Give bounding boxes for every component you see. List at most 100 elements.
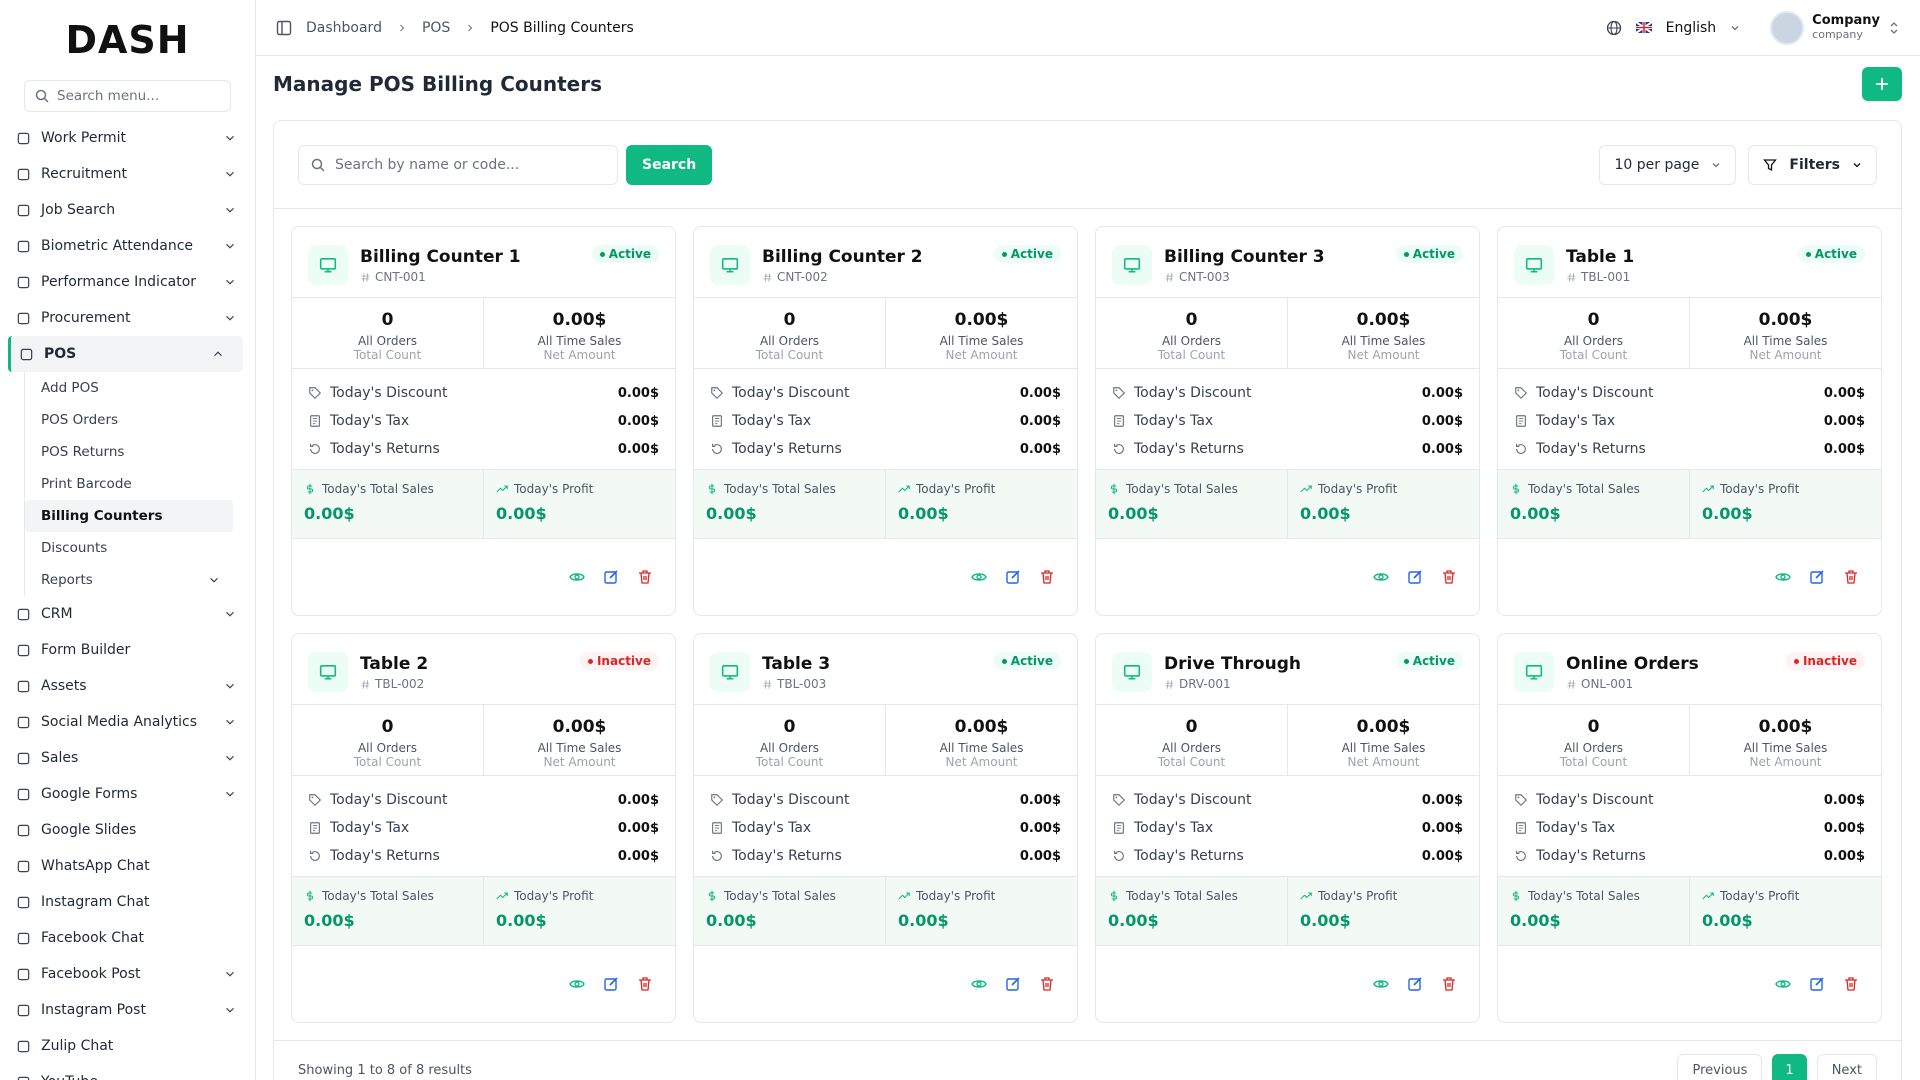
menu-item[interactable]: Social Media Analytics: [0, 704, 255, 740]
menu-item[interactable]: YouTube: [0, 1064, 255, 1080]
menu-item[interactable]: Form Builder: [0, 632, 255, 668]
totals: Today's Total Sales 0.00$ Today's Profit 0.…: [1498, 876, 1881, 946]
menu-item[interactable]: Assets: [0, 668, 255, 704]
menu-item[interactable]: Zulip Chat: [0, 1028, 255, 1064]
breadcrumb-item[interactable]: POS: [421, 19, 451, 36]
menu: Work Permit Recruitment Job Search Biometri…: [0, 120, 255, 1080]
menu-search[interactable]: Search menu...: [24, 80, 231, 112]
edit-button[interactable]: [603, 976, 619, 992]
menu-item[interactable]: Instagram Post: [0, 992, 255, 1028]
row-value: 0.00$: [1823, 441, 1865, 457]
stats: 0 All Orders Total Count 0.00$ All Time Sale…: [292, 704, 675, 776]
counter-card: Online Orders ONL-001 Inactive 0 All Orders T…: [1497, 633, 1882, 1023]
edit-button[interactable]: [1809, 976, 1825, 992]
row-value: 0.00$: [617, 792, 659, 808]
totals: Today's Total Sales 0.00$ Today's Profit 0.…: [694, 876, 1077, 946]
counter-card: Table 3 TBL-003 Active 0 All Orders Total Cou…: [693, 633, 1078, 1023]
row-value: 0.00$: [617, 848, 659, 864]
view-button[interactable]: [1373, 976, 1389, 992]
submenu-item[interactable]: Discounts: [25, 532, 245, 564]
delete-button[interactable]: [1843, 976, 1859, 992]
menu-item[interactable]: Recruitment: [0, 156, 255, 192]
language[interactable]: English: [1665, 19, 1717, 36]
edit-button[interactable]: [1005, 976, 1021, 992]
stat-sub: Net Amount: [1749, 755, 1822, 769]
stat-sub: Total Count: [353, 348, 422, 362]
delete-button[interactable]: [1039, 976, 1055, 992]
submenu-item[interactable]: Add POS: [25, 372, 245, 404]
view-button[interactable]: [971, 569, 987, 585]
previous[interactable]: Previous: [1677, 1053, 1763, 1080]
menu-item[interactable]: CRM: [0, 596, 255, 632]
stat: 0 All Orders Total Count: [1498, 298, 1689, 368]
edit-button[interactable]: [1005, 569, 1021, 585]
row-label: Today's Discount: [1536, 385, 1654, 401]
menu-item[interactable]: Sales: [0, 740, 255, 776]
delete-button[interactable]: [637, 569, 653, 585]
actions: [1096, 946, 1479, 1022]
submenu-item[interactable]: Reports: [25, 564, 245, 596]
status-dot: [587, 658, 593, 664]
total-value: 0.00$: [1108, 911, 1159, 930]
submenu-item[interactable]: Print Barcode: [25, 468, 245, 500]
view-button[interactable]: [1775, 976, 1791, 992]
submenu-item[interactable]: POS Returns: [25, 436, 245, 468]
add-button[interactable]: [1862, 67, 1902, 101]
edit-button[interactable]: [1809, 569, 1825, 585]
stat-sub: Net Amount: [543, 755, 616, 769]
toggle-sidebar[interactable]: [276, 20, 292, 36]
edit-button[interactable]: [1407, 569, 1423, 585]
delete-button[interactable]: [637, 976, 653, 992]
submenu-item[interactable]: POS Orders: [25, 404, 245, 436]
today-row: Today's Returns 0.00$: [308, 842, 659, 870]
breadcrumb-item[interactable]: Dashboard: [306, 19, 382, 36]
next[interactable]: Next: [1816, 1053, 1877, 1080]
view-button[interactable]: [971, 976, 987, 992]
row-value: 0.00$: [1823, 848, 1865, 864]
today-list: Today's Discount 0.00$ Today's Tax 0.00$ Tod…: [292, 776, 675, 876]
status-text: Inactive: [596, 654, 651, 668]
delete-button[interactable]: [1441, 569, 1457, 585]
menu-item[interactable]: Facebook Chat: [0, 920, 255, 956]
delete-button[interactable]: [1441, 976, 1457, 992]
status-dot: [1403, 251, 1409, 257]
current-page[interactable]: 1: [1772, 1053, 1807, 1080]
menu-item[interactable]: POS: [8, 336, 243, 372]
stat-label: All Orders: [759, 334, 820, 348]
menu-item[interactable]: Work Permit: [0, 120, 255, 156]
menu-item[interactable]: Instagram Chat: [0, 884, 255, 920]
menu-item[interactable]: Performance Indicator: [0, 264, 255, 300]
stats: 0 All Orders Total Count 0.00$ All Time Sale…: [1096, 704, 1479, 776]
menu-item[interactable]: Job Search: [0, 192, 255, 228]
submenu-label: Add POS: [41, 380, 99, 396]
per-page[interactable]: 10 per page: [1599, 144, 1737, 185]
menu-label: Instagram Post: [41, 1002, 146, 1018]
user-menu[interactable]: Company company: [1770, 10, 1900, 45]
filters[interactable]: Filters: [1748, 144, 1877, 185]
search-button[interactable]: Search: [626, 144, 713, 185]
submenu-item[interactable]: Billing Counters: [25, 500, 233, 532]
delete-button[interactable]: [1039, 569, 1055, 585]
menu-item[interactable]: Facebook Post: [0, 956, 255, 992]
menu-item[interactable]: Procurement: [0, 300, 255, 336]
menu-item[interactable]: Google Forms: [0, 776, 255, 812]
menu-item[interactable]: Biometric Attendance: [0, 228, 255, 264]
view-button[interactable]: [569, 569, 585, 585]
edit-button[interactable]: [603, 569, 619, 585]
menu-item[interactable]: WhatsApp Chat: [0, 848, 255, 884]
total-value: 0.00$: [1510, 504, 1561, 523]
menu-label: Facebook Post: [41, 966, 141, 982]
delete-button[interactable]: [1843, 569, 1859, 585]
search-input[interactable]: Search by name or code...: [298, 144, 618, 185]
view-button[interactable]: [1775, 569, 1791, 585]
menu-item[interactable]: Google Slides: [0, 812, 255, 848]
edit-button[interactable]: [1407, 976, 1423, 992]
row-value: 0.00$: [617, 441, 659, 457]
view-button[interactable]: [1373, 569, 1389, 585]
today-row: Today's Tax 0.00$: [710, 407, 1061, 435]
view-button[interactable]: [569, 976, 585, 992]
stat-label: All Orders: [759, 741, 820, 755]
row-value: 0.00$: [1823, 413, 1865, 429]
today-list: Today's Discount 0.00$ Today's Tax 0.00$ Tod…: [694, 369, 1077, 469]
